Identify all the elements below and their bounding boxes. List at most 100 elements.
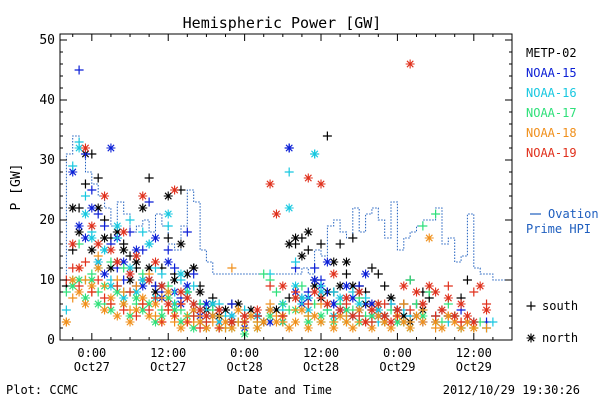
south-marker — [182, 317, 192, 327]
north-marker — [125, 317, 135, 327]
x-tick-date-label: Oct29 — [456, 360, 492, 374]
north-marker — [341, 305, 351, 315]
north-marker — [392, 305, 402, 315]
north-marker — [367, 323, 377, 333]
south-marker — [125, 215, 135, 225]
north-marker — [437, 305, 447, 315]
north-marker — [354, 287, 364, 297]
north-marker — [271, 317, 281, 327]
north-marker — [170, 305, 180, 315]
south-marker — [119, 263, 129, 273]
north-marker — [526, 333, 536, 343]
north-marker — [80, 143, 90, 153]
south-marker — [93, 209, 103, 219]
north-marker — [112, 257, 122, 267]
north-marker — [157, 281, 167, 291]
north-marker — [462, 317, 472, 327]
north-marker — [354, 299, 364, 309]
south-marker — [482, 323, 492, 333]
north-marker — [68, 281, 78, 291]
south-marker — [271, 287, 281, 297]
north-marker — [310, 311, 320, 321]
north-marker — [233, 305, 243, 315]
north-marker — [399, 311, 409, 321]
south-marker — [195, 323, 205, 333]
south-marker — [405, 275, 415, 285]
north-marker — [163, 257, 173, 267]
south-marker — [329, 311, 339, 321]
south-marker — [182, 227, 192, 237]
north-marker — [61, 317, 71, 327]
north-marker — [201, 299, 211, 309]
south-marker — [80, 179, 90, 189]
north-marker — [208, 299, 218, 309]
north-marker — [170, 185, 180, 195]
north-marker — [297, 293, 307, 303]
north-marker — [386, 293, 396, 303]
footer-credit: Plot: CCMC — [6, 383, 78, 397]
north-marker — [316, 311, 326, 321]
north-marker — [119, 299, 129, 309]
north-marker — [144, 311, 154, 321]
south-marker — [138, 299, 148, 309]
north-marker — [138, 305, 148, 315]
south-marker — [303, 245, 313, 255]
north-marker — [450, 317, 460, 327]
north-marker — [392, 317, 402, 327]
north-marker — [189, 323, 199, 333]
north-marker — [412, 311, 422, 321]
south-marker — [100, 221, 110, 231]
north-marker — [246, 305, 256, 315]
north-marker — [310, 149, 320, 159]
north-marker — [329, 299, 339, 309]
south-marker — [144, 197, 154, 207]
y-tick-label: 30 — [39, 153, 55, 168]
north-marker — [119, 293, 129, 303]
north-marker — [252, 305, 262, 315]
north-marker — [100, 269, 110, 279]
north-marker — [131, 287, 141, 297]
north-marker — [443, 311, 453, 321]
north-marker — [138, 275, 148, 285]
north-marker — [284, 239, 294, 249]
north-marker — [125, 275, 135, 285]
north-marker — [310, 275, 320, 285]
north-marker — [93, 257, 103, 267]
north-marker — [335, 293, 345, 303]
north-marker — [93, 239, 103, 249]
north-marker — [74, 287, 84, 297]
south-marker — [259, 269, 269, 279]
south-marker — [93, 173, 103, 183]
north-marker — [316, 179, 326, 189]
north-marker — [380, 311, 390, 321]
x-axis-label: Date and Time — [238, 383, 332, 397]
north-marker — [431, 287, 441, 297]
north-marker — [335, 281, 345, 291]
north-marker — [291, 281, 301, 291]
south-marker — [278, 299, 288, 309]
north-marker — [112, 227, 122, 237]
south-marker — [106, 299, 116, 309]
north-marker — [297, 251, 307, 261]
north-marker — [87, 275, 97, 285]
south-marker — [131, 281, 141, 291]
north-marker — [246, 311, 256, 321]
south-marker — [87, 287, 97, 297]
legend-north-label: north — [542, 331, 578, 345]
south-marker — [329, 287, 339, 297]
south-marker — [157, 317, 167, 327]
north-marker — [367, 311, 377, 321]
south-marker — [150, 293, 160, 303]
north-marker — [189, 263, 199, 273]
north-marker — [68, 239, 78, 249]
north-marker — [475, 281, 485, 291]
north-marker — [418, 299, 428, 309]
footer-timestamp: 2012/10/29 19:30:26 — [443, 383, 580, 397]
x-tick-time-label: 12:00 — [303, 346, 339, 360]
north-marker — [265, 311, 275, 321]
x-tick-date-label: Oct28 — [227, 360, 263, 374]
north-marker — [157, 311, 167, 321]
north-marker — [265, 179, 275, 189]
north-marker — [176, 287, 186, 297]
